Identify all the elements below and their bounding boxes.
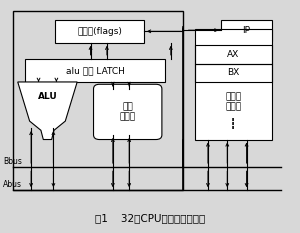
Text: BX: BX [227,68,239,77]
Bar [25,59,165,82]
Text: AX: AX [227,50,239,59]
Bar [195,45,272,64]
Bar [195,64,272,82]
Bar [13,10,183,190]
Text: 移位
寄存器: 移位 寄存器 [120,102,136,122]
Text: ALU: ALU [38,93,57,101]
Bar [55,20,144,43]
Text: 通用寄
存器组: 通用寄 存器组 [225,92,241,111]
Text: 图1    32位CPU执行单元结构图: 图1 32位CPU执行单元结构图 [95,213,205,223]
Text: Abus: Abus [3,180,22,189]
Polygon shape [18,82,77,140]
Text: alu 输出 LATCH: alu 输出 LATCH [66,66,124,75]
Text: ┇: ┇ [230,118,236,129]
FancyBboxPatch shape [94,84,162,140]
Text: IP: IP [243,26,250,35]
Text: Bbus: Bbus [3,157,22,166]
Bar [221,20,272,41]
Bar [195,29,272,140]
Text: 标志位(flags): 标志位(flags) [77,27,122,36]
